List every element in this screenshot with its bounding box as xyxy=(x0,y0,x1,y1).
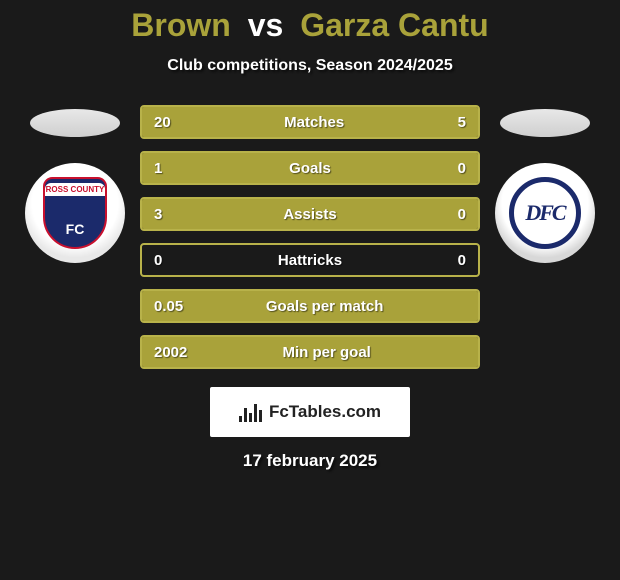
stat-value-right: 0 xyxy=(458,252,466,269)
stat-bars: 20Matches51Goals03Assists00Hattricks00.0… xyxy=(140,105,480,369)
stat-value-right: 5 xyxy=(458,114,466,131)
dundee-crest-mono: DFC xyxy=(525,200,564,226)
ross-county-crest-icon xyxy=(43,177,107,249)
stat-bar: 20Matches5 xyxy=(140,105,480,139)
stat-bar: 1Goals0 xyxy=(140,151,480,185)
brand-text: FcTables.com xyxy=(269,402,381,422)
right-club-badge: DFC xyxy=(495,163,595,263)
stat-value-right: 0 xyxy=(458,160,466,177)
stat-label: Hattricks xyxy=(162,252,457,269)
title-vs: vs xyxy=(248,7,284,43)
subtitle: Club competitions, Season 2024/2025 xyxy=(0,57,620,75)
left-ellipse-icon xyxy=(30,109,120,137)
right-side: DFC xyxy=(490,105,600,263)
left-side xyxy=(20,105,130,263)
left-club-badge xyxy=(25,163,125,263)
dundee-crest-icon: DFC xyxy=(509,177,581,249)
title-player2: Garza Cantu xyxy=(300,7,488,43)
title-player1: Brown xyxy=(131,7,231,43)
content-row: 20Matches51Goals03Assists00Hattricks00.0… xyxy=(0,105,620,369)
brand-badge: FcTables.com xyxy=(210,387,410,437)
stat-bar: 2002Min per goal xyxy=(140,335,480,369)
right-ellipse-icon xyxy=(500,109,590,137)
stat-value-left: 2002 xyxy=(154,344,187,361)
stat-bar: 0Hattricks0 xyxy=(140,243,480,277)
date-text: 17 february 2025 xyxy=(0,451,620,471)
stat-label: Assists xyxy=(162,206,457,223)
stat-bar: 3Assists0 xyxy=(140,197,480,231)
sparkline-icon xyxy=(239,402,263,422)
stat-value-left: 1 xyxy=(154,160,162,177)
stat-label: Goals per match xyxy=(183,298,466,315)
stat-bar: 0.05Goals per match xyxy=(140,289,480,323)
stat-value-right: 0 xyxy=(458,206,466,223)
stat-value-left: 3 xyxy=(154,206,162,223)
stat-label: Goals xyxy=(162,160,457,177)
stat-value-left: 0 xyxy=(154,252,162,269)
stat-label: Min per goal xyxy=(187,344,466,361)
stat-value-left: 0.05 xyxy=(154,298,183,315)
infographic-root: Brown vs Garza Cantu Club competitions, … xyxy=(0,0,620,580)
page-title: Brown vs Garza Cantu xyxy=(0,8,620,43)
stat-label: Matches xyxy=(171,114,458,131)
stat-value-left: 20 xyxy=(154,114,171,131)
